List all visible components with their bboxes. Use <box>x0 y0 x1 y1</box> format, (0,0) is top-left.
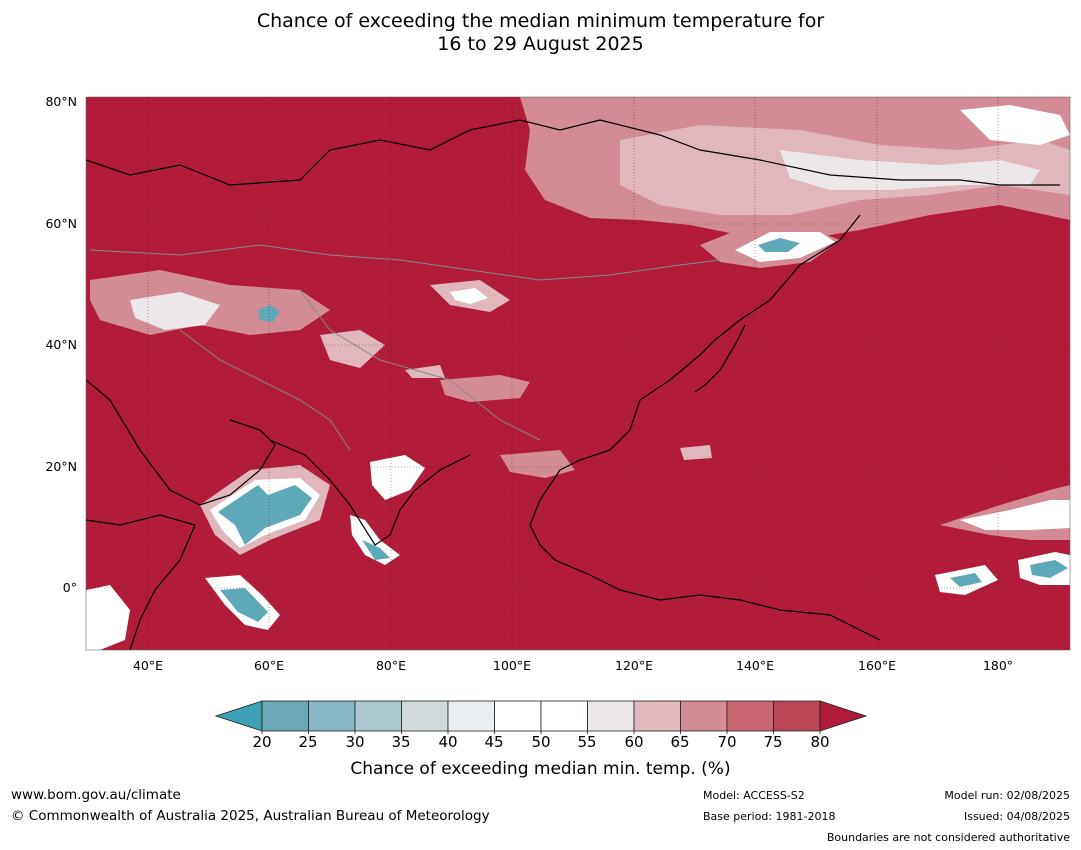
colorbar-tick: 55 <box>577 733 597 751</box>
arabian-sea-region <box>362 540 390 560</box>
map-title-line-1: Chance of exceeding the median minimum t… <box>256 10 825 32</box>
colorbar-under-arrow <box>214 700 263 732</box>
colorbar-label: Chance of exceeding median min. temp. (%… <box>350 759 731 779</box>
lon-label: 160°E <box>857 658 897 673</box>
colorbar-segment <box>587 700 635 732</box>
colorbar-tick: 20 <box>252 733 272 751</box>
graticule <box>86 97 1070 650</box>
colorbar-segment <box>680 700 728 732</box>
footer-website: www.bom.gov.au/climate <box>11 787 181 803</box>
coastline-maritime <box>554 559 881 641</box>
east-africa-region <box>86 585 130 650</box>
arabian-sea-region <box>218 485 312 545</box>
colorbar-tick: 75 <box>763 733 783 751</box>
coastline-arabia <box>86 379 276 506</box>
colorbar-tick: 30 <box>345 733 365 751</box>
central-asia-region <box>450 288 488 304</box>
colorbar-segment <box>726 700 774 732</box>
colorbar-segment <box>540 700 588 732</box>
central-asia-region <box>130 292 220 330</box>
coastline-africa <box>86 514 196 650</box>
footer-base-period: Base period: 1981-2018 <box>703 810 836 823</box>
country-boundaries <box>89 244 721 451</box>
map-title-line-2: 16 to 29 August 2025 <box>437 33 644 55</box>
probability-field <box>86 97 1070 650</box>
footer-copyright: © Commonwealth of Australia 2025, Austra… <box>11 808 490 824</box>
central-asia-region <box>440 375 530 402</box>
colorbar-tick: 25 <box>298 733 318 751</box>
siberia-region <box>960 105 1070 145</box>
footer-model: Model: ACCESS-S2 <box>703 789 805 802</box>
pacific-region <box>960 500 1070 530</box>
coastline-india <box>269 439 471 546</box>
colorbar-segment <box>633 700 681 732</box>
coastline-arctic <box>86 119 1060 186</box>
colorbar-tick: 65 <box>670 733 690 751</box>
colorbar-segment <box>354 700 402 732</box>
indian-ocean-region <box>220 588 268 622</box>
colorbar-tick: 70 <box>717 733 737 751</box>
colorbar-tick: 50 <box>531 733 551 751</box>
colorbar-segment <box>308 700 356 732</box>
coastline-japan <box>694 324 746 393</box>
footer-boundaries-note: Boundaries are not considered authoritat… <box>826 831 1070 844</box>
lat-label: 80°N <box>45 94 77 109</box>
lon-label: 60°E <box>253 658 285 673</box>
colorbar-tick: 45 <box>484 733 504 751</box>
colorbar-tick: 40 <box>438 733 458 751</box>
central-asia-region <box>320 330 385 368</box>
pacific-region <box>1030 560 1068 578</box>
colorbar-segment <box>773 700 821 732</box>
bay-of-bengal-region <box>500 450 575 478</box>
lon-label: 80°E <box>375 658 407 673</box>
lat-label: 0° <box>62 580 77 595</box>
pacific-region <box>950 573 982 587</box>
colorbar <box>214 700 868 734</box>
colorbar-segment <box>447 700 495 732</box>
lon-label: 40°E <box>132 658 164 673</box>
siberia-region <box>758 238 800 252</box>
arabian-sea-region <box>350 515 400 565</box>
coastline-east-asia <box>529 214 861 561</box>
colorbar-over-arrow <box>819 700 868 732</box>
lat-label: 20°N <box>45 459 77 474</box>
footer-model-run: Model run: 02/08/2025 <box>944 789 1070 802</box>
map-frame <box>85 96 1071 651</box>
footer-issued: Issued: 04/08/2025 <box>963 810 1070 823</box>
central-asia-region <box>405 365 445 378</box>
colorbar-tick: 60 <box>624 733 644 751</box>
lon-label: 180° <box>982 658 1014 673</box>
colorbar-tick: 80 <box>810 733 830 751</box>
lon-label: 140°E <box>735 658 775 673</box>
lon-label: 120°E <box>614 658 654 673</box>
bay-of-bengal-region <box>370 455 425 500</box>
colorbar-tick: 35 <box>391 733 411 751</box>
bay-of-bengal-region <box>680 445 712 460</box>
lat-label: 40°N <box>45 337 77 352</box>
lon-label: 100°E <box>492 658 532 673</box>
colorbar-segment <box>494 700 542 732</box>
lat-label: 60°N <box>45 216 77 231</box>
colorbar-segment <box>261 700 309 732</box>
siberia-region <box>780 150 1040 190</box>
colorbar-segment <box>401 700 449 732</box>
